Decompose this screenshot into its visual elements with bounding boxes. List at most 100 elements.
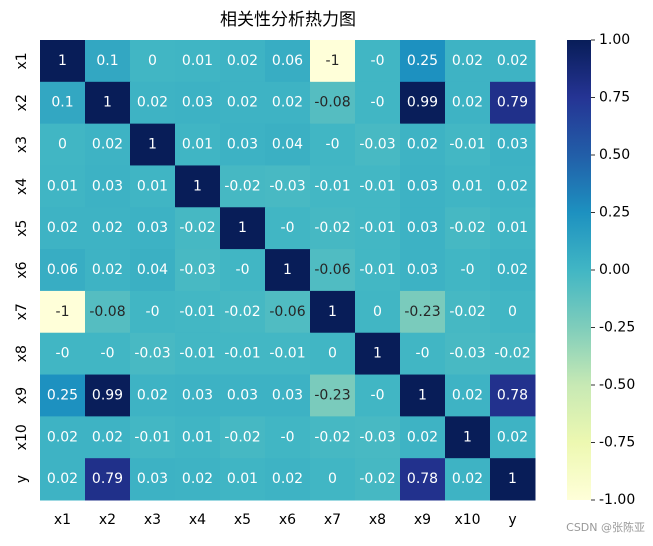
heatmap-cell bbox=[445, 40, 491, 83]
heatmap-cell bbox=[310, 207, 356, 250]
heatmap-cell bbox=[400, 123, 446, 166]
cell-label: 0.02 bbox=[227, 95, 258, 111]
cell-label: -0 bbox=[371, 53, 385, 69]
cell-label: 0.06 bbox=[272, 53, 303, 69]
heatmap-cell bbox=[130, 249, 176, 292]
heatmap-cell bbox=[445, 123, 491, 166]
heatmap-cell bbox=[445, 165, 491, 208]
cell-label: 0.1 bbox=[51, 95, 73, 111]
cell-label: 0 bbox=[373, 304, 382, 320]
heatmap-cell bbox=[265, 249, 311, 292]
y-tick-label: x10 bbox=[14, 424, 30, 450]
cell-label: 0.02 bbox=[182, 471, 213, 487]
cell-label: 0.99 bbox=[92, 387, 123, 403]
cell-label: 0.03 bbox=[497, 137, 528, 153]
heatmap-cell bbox=[355, 332, 401, 376]
heatmap-cell bbox=[265, 207, 311, 250]
cell-label: 0.1 bbox=[96, 53, 118, 69]
heatmap-cell bbox=[445, 249, 491, 292]
heatmap-cell bbox=[355, 458, 401, 501]
heatmap-cell bbox=[220, 40, 266, 83]
cell-label: 0.01 bbox=[182, 53, 213, 69]
heatmap-cell bbox=[85, 40, 131, 83]
heatmap-cell bbox=[445, 207, 491, 250]
cell-label: -0 bbox=[281, 429, 295, 445]
cell-label: 0.01 bbox=[497, 220, 528, 236]
cell-label: -0.02 bbox=[179, 220, 215, 236]
heatmap-cell bbox=[220, 81, 266, 125]
watermark: CSDN @张陈亚 bbox=[566, 520, 645, 534]
cell-label: -0.01 bbox=[359, 220, 395, 236]
heatmap-cell bbox=[490, 165, 536, 208]
x-tick-label: x5 bbox=[234, 512, 251, 528]
heatmap-cell bbox=[490, 332, 536, 376]
x-tick-label: x6 bbox=[279, 512, 296, 528]
heatmap-cell bbox=[175, 81, 221, 125]
cell-label: -0.01 bbox=[179, 304, 215, 320]
heatmap-cell bbox=[355, 40, 401, 83]
heatmap-cell bbox=[175, 416, 221, 459]
heatmap-cell bbox=[130, 374, 176, 417]
cell-label: 0.02 bbox=[497, 178, 528, 194]
cell-label: -0.23 bbox=[314, 387, 350, 403]
x-tick-label: x9 bbox=[414, 512, 431, 528]
heatmap-cell bbox=[355, 207, 401, 250]
cell-label: 0.02 bbox=[227, 53, 258, 69]
colorbar bbox=[567, 40, 591, 500]
cell-label: 0.99 bbox=[407, 95, 438, 111]
x-tick-label: x3 bbox=[144, 512, 161, 528]
cell-label: 0.78 bbox=[497, 387, 528, 403]
heatmap-cell bbox=[175, 249, 221, 292]
cell-label: -0.02 bbox=[359, 471, 395, 487]
cell-label: 0 bbox=[328, 346, 337, 362]
heatmap-cell bbox=[400, 165, 446, 208]
cell-label: 1 bbox=[238, 220, 247, 236]
y-tick-label: x1 bbox=[14, 52, 30, 69]
heatmap-cell bbox=[265, 416, 311, 459]
cell-label: -0.03 bbox=[359, 429, 395, 445]
heatmap-cell bbox=[490, 374, 536, 417]
y-tick-label: x2 bbox=[14, 94, 30, 111]
cell-label: -0 bbox=[281, 220, 295, 236]
cell-label: 1 bbox=[58, 53, 67, 69]
cell-label: 0.79 bbox=[497, 95, 528, 111]
cell-label: 0.01 bbox=[227, 471, 258, 487]
cell-label: 0.02 bbox=[452, 387, 483, 403]
heatmap-cell bbox=[175, 207, 221, 250]
cell-label: 1 bbox=[328, 304, 337, 320]
cell-label: -0.01 bbox=[179, 346, 215, 362]
heatmap-cell bbox=[85, 416, 131, 459]
heatmap-cell bbox=[310, 81, 356, 125]
cell-label: 0.02 bbox=[47, 471, 78, 487]
heatmap-cell bbox=[175, 40, 221, 83]
y-tick-label: x7 bbox=[14, 303, 30, 320]
cell-label: -0.08 bbox=[314, 95, 350, 111]
cell-label: -0.02 bbox=[224, 429, 260, 445]
heatmap-cell bbox=[40, 290, 86, 334]
cell-label: -0.03 bbox=[359, 137, 395, 153]
heatmap-cell bbox=[265, 165, 311, 208]
heatmap-cell bbox=[310, 416, 356, 459]
heatmap-cell bbox=[355, 123, 401, 166]
cell-label: 0.02 bbox=[452, 53, 483, 69]
cell-label: 0.04 bbox=[137, 262, 168, 278]
cell-label: 0.02 bbox=[452, 471, 483, 487]
heatmap-cell bbox=[130, 81, 176, 125]
cell-label: -0.03 bbox=[134, 346, 170, 362]
heatmap-cell bbox=[175, 332, 221, 376]
heatmap-cell bbox=[40, 207, 86, 250]
cell-label: 0.03 bbox=[407, 178, 438, 194]
heatmap-cell bbox=[310, 332, 356, 376]
heatmap-cell bbox=[265, 123, 311, 166]
cell-label: 1 bbox=[418, 387, 427, 403]
cell-label: 0.03 bbox=[272, 387, 303, 403]
cell-label: -0.02 bbox=[314, 429, 350, 445]
heatmap-cell bbox=[85, 458, 131, 501]
colorbar-tick-label: 0.25 bbox=[599, 205, 630, 221]
cell-label: -0.02 bbox=[494, 346, 530, 362]
heatmap-cell bbox=[85, 374, 131, 417]
cell-label: -0.02 bbox=[314, 220, 350, 236]
cell-label: 1 bbox=[373, 346, 382, 362]
heatmap-cell bbox=[175, 165, 221, 208]
heatmap-cell bbox=[220, 374, 266, 417]
